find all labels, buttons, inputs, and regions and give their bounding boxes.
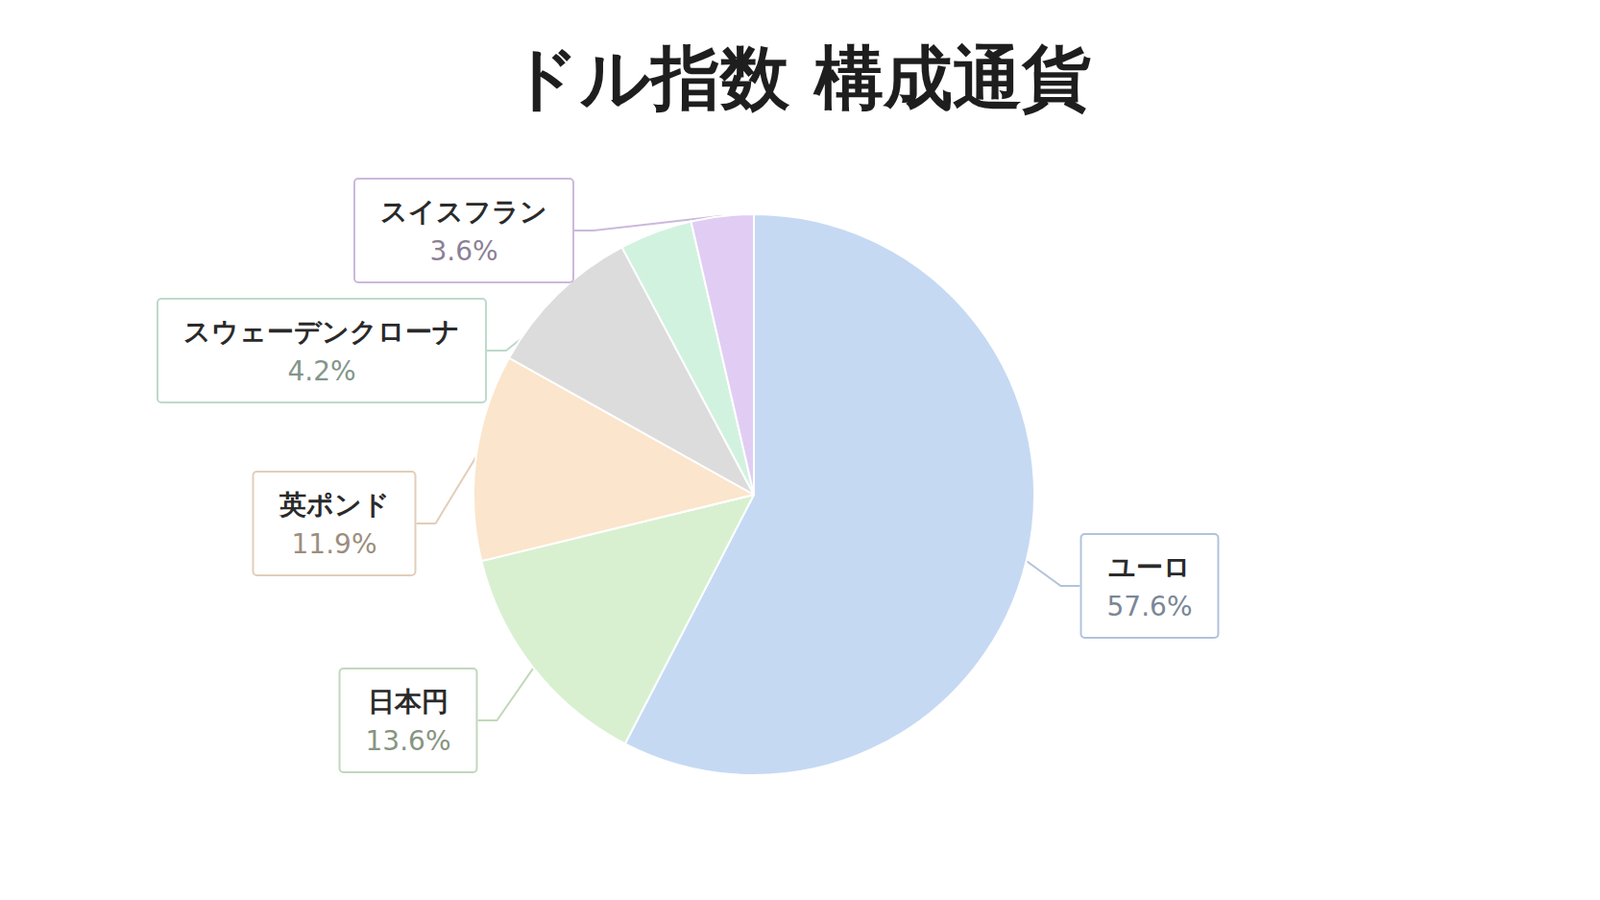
- svg-text:57.6%: 57.6%: [1107, 590, 1193, 623]
- svg-text:13.6%: 13.6%: [365, 725, 452, 757]
- svg-text:ユーロ: ユーロ: [1108, 551, 1191, 583]
- svg-text:スイスフラン: スイスフラン: [380, 195, 548, 228]
- svg-text:スウェーデンクローナ: スウェーデンクローナ: [183, 315, 461, 348]
- svg-text:4.2%: 4.2%: [287, 355, 356, 388]
- svg-text:日本円: 日本円: [367, 685, 449, 718]
- svg-text:3.6%: 3.6%: [429, 235, 498, 267]
- svg-text:英ポンド: 英ポンド: [278, 488, 390, 521]
- svg-text:ドル指数 構成通貨: ドル指数 構成通貨: [509, 37, 1091, 119]
- svg-text:11.9%: 11.9%: [291, 528, 378, 560]
